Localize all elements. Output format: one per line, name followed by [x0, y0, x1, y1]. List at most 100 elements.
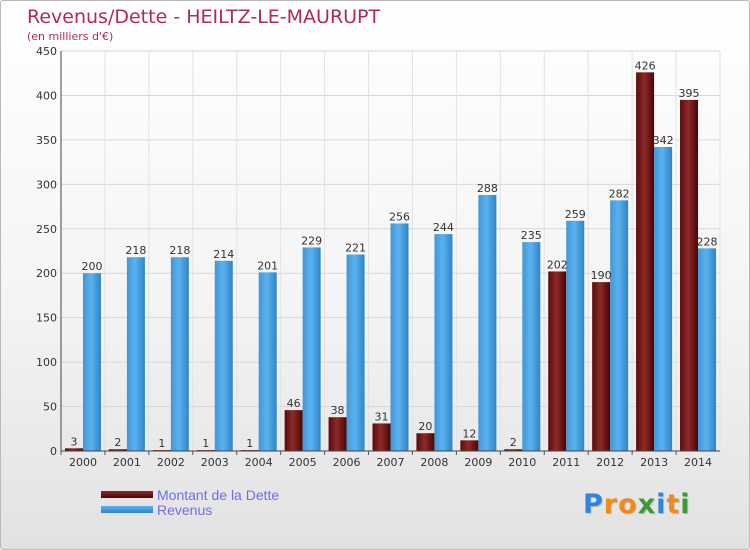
y-tick-label: 400 [36, 89, 57, 102]
bar-dette [460, 440, 479, 451]
y-tick-label: 200 [36, 267, 57, 280]
bar-dette-value-label: 202 [547, 258, 568, 271]
x-tick-label: 2007 [377, 456, 405, 469]
bar-revenus [258, 272, 277, 451]
y-tick-label: 350 [36, 134, 57, 147]
logo-letter: x [637, 489, 657, 520]
bar-dette-value-label: 2 [114, 436, 121, 449]
bar-dette [416, 433, 435, 451]
y-tick-label: 100 [36, 356, 57, 369]
bar-revenus-value-label: 221 [345, 242, 366, 255]
bar-dette-value-label: 2 [510, 436, 517, 449]
bar-revenus [610, 200, 629, 451]
bar-dette [680, 99, 699, 451]
bar-dette-value-label: 395 [679, 87, 700, 100]
bar-revenus [346, 254, 365, 451]
bar-dette-value-label: 1 [158, 437, 165, 450]
bar-dette-value-label: 426 [635, 59, 656, 72]
bar-revenus-value-label: 229 [301, 234, 322, 247]
legend-swatch-dette [101, 491, 153, 498]
x-tick-label: 2004 [245, 456, 273, 469]
bar-revenus [654, 147, 673, 451]
bar-revenus [434, 234, 453, 451]
proxiti-logo: Proxiti [583, 489, 691, 520]
chart-title: Revenus/Dette - HEILTZ-LE-MAURUPT [27, 6, 381, 28]
bar-revenus-value-label: 342 [653, 134, 674, 147]
bar-revenus-value-label: 235 [521, 229, 542, 242]
bar-revenus [698, 248, 717, 451]
bar-dette-value-label: 20 [418, 420, 432, 433]
bar-revenus [522, 242, 541, 451]
y-tick-label: 250 [36, 223, 57, 236]
bar-dette [592, 282, 611, 451]
bar-revenus [126, 257, 145, 451]
logo-letter: i [656, 489, 667, 520]
bar-revenus [302, 247, 321, 451]
logo-letter: t [666, 489, 681, 520]
y-tick-label: 0 [50, 445, 57, 458]
x-tick-label: 2008 [420, 456, 448, 469]
bars [64, 72, 717, 451]
bar-dette-value-label: 3 [70, 435, 77, 448]
logo-letter: i [680, 489, 691, 520]
y-tick-label: 450 [36, 45, 57, 58]
logo-letter: P [583, 489, 604, 520]
bar-revenus-value-label: 214 [213, 248, 234, 261]
bar-dette-value-label: 1 [246, 437, 253, 450]
bar-revenus-value-label: 201 [257, 259, 278, 272]
bar-revenus-value-label: 244 [433, 221, 454, 234]
y-tick-label: 300 [36, 178, 57, 191]
bar-revenus-value-label: 228 [697, 235, 718, 248]
bar-revenus [214, 260, 233, 451]
bar-dette [108, 449, 127, 451]
x-tick-label: 2006 [333, 456, 361, 469]
bar-dette-value-label: 31 [375, 410, 389, 423]
bar-dette-value-label: 12 [462, 427, 476, 440]
chart-subtitle: (en milliers d'€) [27, 30, 114, 43]
bar-dette-value-label: 190 [591, 269, 612, 282]
logo-letter: o [618, 489, 638, 520]
y-tick-label: 50 [43, 401, 57, 414]
bar-revenus-value-label: 288 [477, 182, 498, 195]
bar-revenus-value-label: 218 [169, 244, 190, 257]
x-tick-label: 2005 [289, 456, 317, 469]
bar-dette [504, 449, 523, 451]
bar-revenus [478, 195, 497, 451]
bar-revenus-value-label: 218 [125, 244, 146, 257]
bar-revenus-value-label: 200 [81, 260, 102, 273]
logo-letter: r [603, 489, 619, 520]
bar-revenus-value-label: 282 [609, 187, 630, 200]
bar-dette [328, 417, 347, 451]
x-tick-label: 2003 [201, 456, 229, 469]
x-tick-label: 2001 [113, 456, 141, 469]
data-labels: 3 200 2 218 1 218 1 214 1 201 46 229 38 221 31 256 20 244… [70, 59, 717, 450]
x-tick-label: 2000 [69, 456, 97, 469]
x-tick-label: 2002 [157, 456, 185, 469]
x-tick-label: 2013 [640, 456, 668, 469]
legend-label-revenus: Revenus [157, 502, 213, 518]
bar-dette [64, 448, 83, 451]
bar-revenus [566, 220, 585, 451]
x-tick-label: 2014 [684, 456, 712, 469]
bar-dette-value-label: 46 [287, 397, 301, 410]
legend-swatch-revenus [101, 506, 153, 513]
y-tick-label: 150 [36, 312, 57, 325]
legend-label-dette: Montant de la Dette [157, 487, 280, 503]
x-tick-label: 2010 [508, 456, 536, 469]
bar-dette-value-label: 38 [331, 404, 345, 417]
bar-dette [548, 271, 567, 451]
bar-dette [372, 423, 391, 451]
x-tick-label: 2012 [596, 456, 624, 469]
bar-dette [636, 72, 655, 451]
bar-revenus [170, 257, 189, 451]
x-tick-label: 2011 [552, 456, 580, 469]
bar-revenus [390, 223, 409, 451]
x-tick-label: 2009 [464, 456, 492, 469]
bar-dette [284, 410, 303, 451]
bar-dette-value-label: 1 [202, 437, 209, 450]
bar-revenus-value-label: 256 [389, 210, 410, 223]
bar-revenus-value-label: 259 [565, 208, 586, 221]
